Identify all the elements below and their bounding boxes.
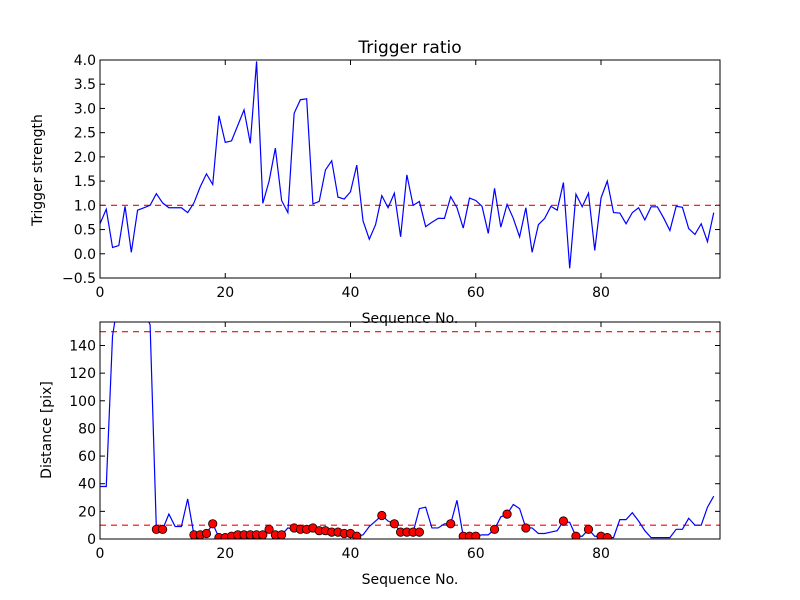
y-tick-label: 2.5 bbox=[74, 126, 96, 142]
data-point bbox=[258, 530, 268, 539]
chart-title: Trigger ratio bbox=[357, 38, 461, 58]
data-point bbox=[389, 519, 399, 529]
y-tick-label: 0.0 bbox=[74, 247, 96, 263]
data-point bbox=[158, 524, 168, 534]
x-tick-label: 0 bbox=[96, 285, 105, 301]
y-tick-label: 3.0 bbox=[74, 101, 96, 117]
x-tick-label: 20 bbox=[216, 285, 234, 301]
data-point bbox=[502, 509, 512, 519]
y-axis-label: Distance [pix] bbox=[39, 381, 55, 479]
plot-area bbox=[100, 61, 720, 269]
data-point bbox=[489, 524, 500, 534]
data-point bbox=[277, 530, 287, 539]
x-tick-label: 60 bbox=[467, 285, 485, 301]
x-tick-label: 80 bbox=[592, 285, 610, 301]
y-tick-label: 0 bbox=[87, 532, 96, 548]
x-tick-label: 40 bbox=[342, 546, 360, 562]
y-tick-label: 120 bbox=[69, 366, 96, 382]
data-point bbox=[208, 519, 218, 529]
x-tick-label: 80 bbox=[592, 546, 610, 562]
trigger-ratio-chart: Trigger ratio Trigger strength Sequence … bbox=[30, 38, 721, 327]
data-point bbox=[583, 524, 594, 534]
y-tick-label: 40 bbox=[78, 477, 96, 493]
data-point bbox=[264, 524, 274, 534]
data-point bbox=[446, 519, 456, 529]
plot-frame bbox=[99, 321, 721, 540]
x-axis-label: Sequence No. bbox=[362, 311, 459, 327]
x-tick-label: 0 bbox=[96, 546, 105, 562]
y-tick-label: −0.5 bbox=[62, 271, 96, 287]
data-point bbox=[571, 531, 581, 539]
data-point bbox=[414, 527, 424, 537]
x-axis-label: Sequence No. bbox=[362, 572, 459, 588]
data-point bbox=[602, 533, 612, 539]
y-tick-label: 2.0 bbox=[74, 150, 96, 166]
data-point bbox=[377, 510, 387, 521]
x-tick-label: 60 bbox=[467, 546, 485, 562]
plot-area bbox=[100, 322, 720, 539]
y-tick-label: 1.0 bbox=[74, 198, 96, 214]
plot-frame bbox=[99, 59, 721, 279]
x-tick-label: 20 bbox=[216, 546, 234, 562]
y-tick-label: 4.0 bbox=[74, 53, 96, 69]
y-tick-label: 100 bbox=[69, 394, 96, 410]
data-point bbox=[521, 523, 531, 533]
y-tick-label: 1.5 bbox=[74, 174, 96, 190]
data-point bbox=[352, 531, 362, 539]
data-point bbox=[558, 516, 569, 526]
data-point bbox=[471, 531, 481, 539]
y-tick-label: 20 bbox=[78, 504, 96, 520]
y-tick-label: 80 bbox=[78, 421, 96, 437]
y-tick-label: 0.5 bbox=[74, 223, 96, 239]
distance-chart: Distance [pix] Sequence No. 0 20 40 60 80 0 20… bbox=[39, 321, 721, 588]
series-line bbox=[100, 61, 715, 269]
y-tick-label: 140 bbox=[69, 338, 96, 354]
y-tick-label: 3.5 bbox=[74, 77, 96, 93]
y-axis-label: Trigger strength bbox=[30, 114, 46, 227]
y-tick-label: 60 bbox=[78, 449, 96, 465]
x-tick-label: 40 bbox=[342, 285, 360, 301]
data-point bbox=[201, 528, 212, 539]
